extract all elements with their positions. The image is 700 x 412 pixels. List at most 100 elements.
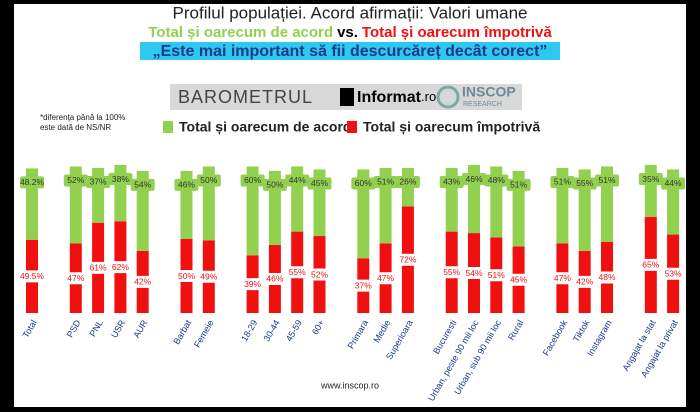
bar-segment [578,169,591,251]
logo-inscop: INSCOP [462,84,516,100]
value-label-bg [285,266,310,279]
value-label: 37% [355,280,372,290]
value-label-bg [638,258,663,271]
value-label-bg [196,174,221,187]
value-label: 48% [598,272,615,282]
value-label: 37% [90,177,107,187]
chart-title: Profilul populației. Acord afirmații: Va… [173,3,528,22]
value-label-bg [108,173,133,185]
value-label-bg [240,278,265,291]
value-label-bg [661,177,686,190]
value-label-bg [638,173,663,185]
bar-segment [357,169,370,259]
value-label-bg [572,177,597,190]
value-label-bg [307,268,332,281]
value-label: 54% [465,268,482,278]
footer: www.inscop.ro [320,380,379,390]
value-label: 52% [311,269,328,279]
value-label-bg [595,174,619,187]
value-label-bg [661,267,686,280]
logo-barometer: BAROMETRUL [178,87,313,107]
value-label-bg [351,177,376,190]
value-label-bg [462,173,486,185]
value-label: 47% [377,273,394,283]
value-label-bg [351,279,376,292]
value-label-bg [595,271,619,284]
value-label: 72% [399,254,416,264]
subtitle-agree: Total și oarecum de acord [148,24,333,41]
logo-research: RESEARCH [463,101,502,108]
value-label: 51% [377,177,394,187]
bar-segment [246,166,259,256]
value-label-bg [174,270,199,282]
value-label: 51% [488,270,505,280]
value-label: 49% [200,271,217,281]
value-label: 44% [289,175,306,185]
value-label-bg [395,253,420,266]
value-label: 55% [576,178,593,188]
value-label: 55% [289,267,306,277]
value-label-bg [462,267,486,280]
value-label: 50% [266,180,283,190]
logo-informat: Informat.ro [357,89,436,106]
value-label: 38% [112,174,129,184]
value-label: 46% [465,174,482,184]
value-label-bg [240,174,265,187]
value-label-bg [63,174,88,187]
note: este dată de NS/NR [40,123,111,132]
value-label-bg [373,175,398,188]
value-label: 55% [443,267,460,277]
value-label: 47% [554,273,571,283]
value-label-bg [373,272,398,285]
value-label: 42% [134,277,151,287]
subtitle-against: Total și oarecum împotrivă [362,24,552,41]
value-label: 61% [90,263,107,273]
value-label-bg [439,266,464,279]
value-label-bg [130,275,155,288]
value-label: 39% [244,279,261,289]
value-label: 60% [244,175,261,185]
value-label-bg [439,175,464,188]
value-label: 46% [178,180,195,190]
value-label: 43% [443,177,460,187]
value-label: 48.2% [20,177,45,187]
value-label: 48% [488,175,505,185]
value-label-bg [20,270,44,283]
legend-label: Total și oarecum împotrivă [363,119,540,135]
logo-informat-main: Informat [357,89,422,106]
value-label-bg [572,275,597,288]
value-label: 52% [67,175,84,185]
value-label: 51% [598,175,615,185]
value-label-bg [196,270,221,283]
logo-icon [340,88,354,106]
value-label-bg [484,269,509,282]
value-label-bg [550,175,575,188]
value-label-bg [506,273,531,286]
value-label: 50% [178,271,195,281]
value-label: 50% [200,175,217,185]
value-label: 49.5% [20,271,45,281]
value-label-bg [20,176,44,189]
value-label: 51% [554,177,571,187]
value-label: 46% [266,274,283,284]
value-label: 42% [576,277,593,287]
value-label-bg [130,178,155,191]
statement-bg [140,42,560,60]
value-label: 45% [311,178,328,188]
subtitle-vs: vs. [337,24,358,41]
subtitle: Total și oarecum de acord vs. Total și oar… [148,24,552,41]
value-label-bg [506,178,531,191]
value-label: 60% [355,178,372,188]
value-label: 45% [510,274,527,284]
value-label-bg [262,178,287,191]
value-label-bg [108,261,133,274]
legend-swatch [163,121,173,133]
value-label-bg [285,174,310,187]
value-label: 44% [665,178,682,188]
value-label-bg [262,272,287,285]
value-label-bg [86,261,111,274]
value-label: 62% [112,262,129,272]
value-label: 35% [642,174,659,184]
value-label: 65% [642,260,659,270]
value-label: 53% [665,269,682,279]
